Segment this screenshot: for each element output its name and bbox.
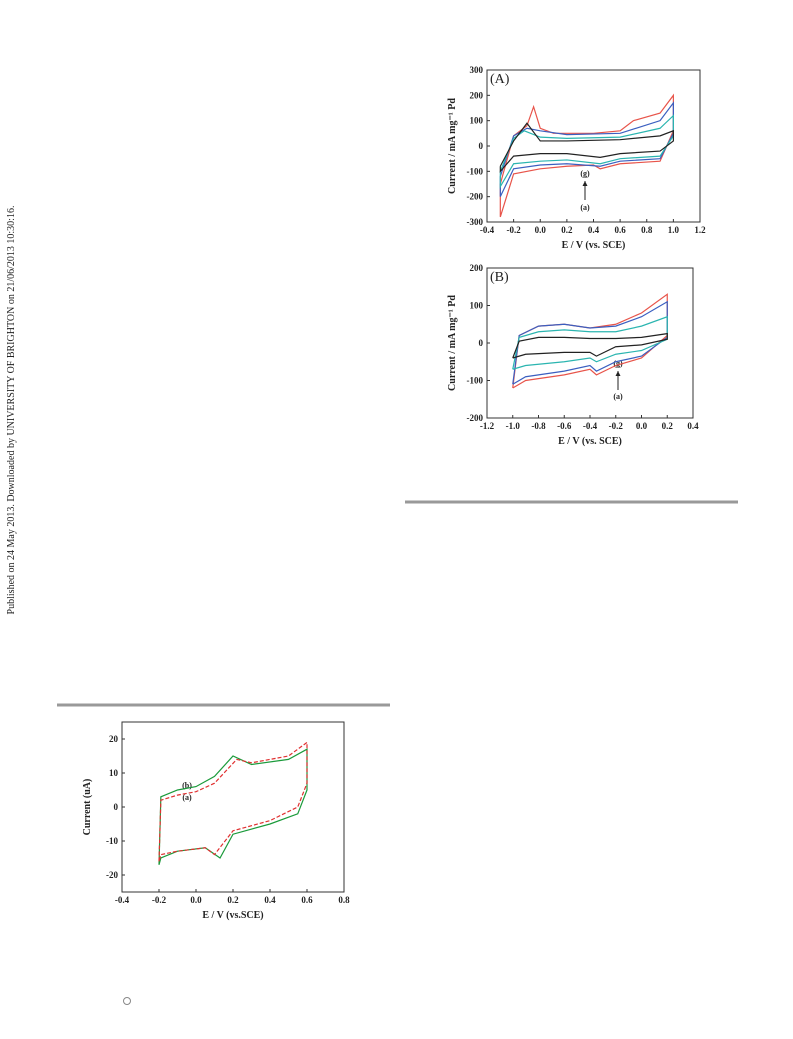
cv-curve <box>499 93 674 218</box>
y-tick-label: -200 <box>467 192 484 202</box>
side-note: Published on 24 May 2013. Downloaded by … <box>6 206 17 615</box>
x-tick-label: 0.4 <box>264 895 276 905</box>
x-tick-label: 0.4 <box>588 225 600 235</box>
cv-curve <box>158 748 308 865</box>
arrow-head <box>615 371 621 376</box>
y-tick-label: -100 <box>467 376 484 386</box>
x-tick-label: -0.2 <box>152 895 167 905</box>
x-tick-label: -0.4 <box>115 895 130 905</box>
x-tick-label: -0.4 <box>583 421 598 431</box>
x-tick-label: -1.2 <box>480 421 495 431</box>
x-tick-label: 0.6 <box>615 225 627 235</box>
x-tick-label: 0.8 <box>338 895 350 905</box>
x-tick-label: 0.6 <box>301 895 313 905</box>
cv-curve <box>512 332 668 359</box>
y-tick-label: -300 <box>467 217 484 227</box>
y-axis-label: Current / mA mg⁻¹ Pd <box>447 295 458 391</box>
annotation: (a) <box>580 203 590 212</box>
x-axis-label: E / V (vs. SCE) <box>562 240 626 251</box>
y-tick-label: 100 <box>470 301 484 311</box>
x-tick-label: -0.6 <box>557 421 572 431</box>
annotation: (g) <box>613 359 623 368</box>
x-tick-label: -0.2 <box>609 421 624 431</box>
annotation: (b) <box>182 781 192 790</box>
y-tick-label: 200 <box>470 263 484 273</box>
y-tick-label: 10 <box>109 768 119 778</box>
y-tick-label: -200 <box>467 413 484 423</box>
y-tick-label: 300 <box>470 65 484 75</box>
plot-frame <box>121 721 345 893</box>
x-axis-label: E / V (vs.SCE) <box>202 910 263 921</box>
x-axis-label: E / V (vs. SCE) <box>558 436 622 447</box>
x-tick-label: 1.0 <box>668 225 680 235</box>
annotation: (g) <box>580 169 590 178</box>
y-tick-label: 0 <box>479 141 484 151</box>
bullet <box>123 997 131 1005</box>
y-tick-label: -100 <box>467 166 484 176</box>
x-tick-label: -0.8 <box>531 421 546 431</box>
y-tick-label: 0 <box>479 338 484 348</box>
y-tick-label: 100 <box>470 116 484 126</box>
cv-curve <box>512 293 668 389</box>
cv-curve <box>512 300 668 385</box>
y-tick-label: 20 <box>109 734 119 744</box>
x-tick-label: -0.4 <box>480 225 495 235</box>
x-tick-label: 0.2 <box>662 421 674 431</box>
annotation: (a) <box>182 793 192 802</box>
x-tick-label: 0.2 <box>227 895 239 905</box>
x-tick-label: -1.0 <box>506 421 521 431</box>
y-tick-label: -10 <box>106 836 118 846</box>
cv-curve <box>158 741 308 862</box>
annotation: (a) <box>613 392 623 401</box>
panel-label: (B) <box>490 270 509 285</box>
x-tick-label: 0.0 <box>535 225 547 235</box>
x-tick-label: 0.0 <box>636 421 648 431</box>
x-tick-label: 1.2 <box>694 225 706 235</box>
x-tick-label: 0.0 <box>190 895 202 905</box>
y-tick-label: 200 <box>470 90 484 100</box>
y-axis-label: Current (uA) <box>82 779 93 836</box>
plot-frame <box>486 69 701 223</box>
x-tick-label: -0.2 <box>507 225 522 235</box>
y-axis-label: Current / mA mg⁻¹ Pd <box>447 98 458 194</box>
y-tick-label: 0 <box>114 802 119 812</box>
arrow-head <box>582 181 588 186</box>
x-tick-label: 0.2 <box>561 225 573 235</box>
panel-label: (A) <box>490 72 510 87</box>
y-tick-label: -20 <box>106 870 118 880</box>
cv-curve <box>499 122 674 173</box>
x-tick-label: 0.4 <box>687 421 699 431</box>
x-tick-label: 0.8 <box>641 225 653 235</box>
cv-curve <box>512 315 668 370</box>
